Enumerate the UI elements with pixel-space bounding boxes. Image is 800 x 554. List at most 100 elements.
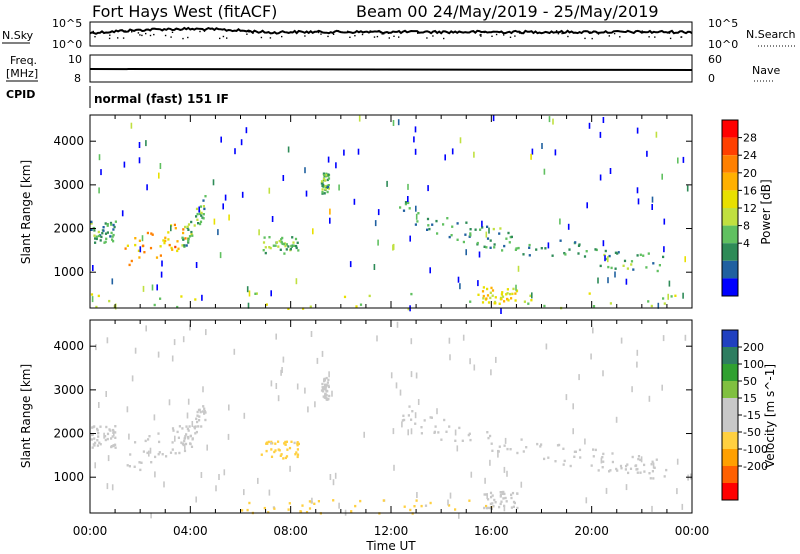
range-cell bbox=[290, 244, 293, 248]
speckle-cell bbox=[636, 361, 638, 368]
range-cell bbox=[112, 233, 115, 237]
colorbar-tick-label: -50 bbox=[743, 426, 761, 439]
range-cell bbox=[464, 233, 467, 236]
range-cell bbox=[469, 232, 472, 235]
speckle-cell bbox=[245, 127, 248, 134]
range-cell bbox=[433, 430, 436, 434]
colorbar-swatch bbox=[722, 120, 738, 138]
range-cell bbox=[520, 438, 523, 441]
colorbar-swatch bbox=[722, 466, 738, 483]
colorbar-swatch bbox=[722, 278, 738, 296]
range-cell bbox=[202, 405, 205, 408]
range-cell bbox=[110, 223, 113, 226]
speckle-cell bbox=[131, 375, 134, 382]
speckle-cell bbox=[271, 216, 274, 222]
range-cell bbox=[181, 244, 184, 247]
range-cell bbox=[597, 469, 600, 472]
search-noise-dot bbox=[222, 35, 225, 38]
range-cell bbox=[322, 390, 325, 393]
search-noise-dot bbox=[641, 30, 643, 32]
range-cell bbox=[94, 441, 97, 445]
velocity-colorbar: 200 100 50 15 -15 -50 -100 -200 bbox=[721, 329, 768, 501]
range-cell bbox=[270, 440, 273, 444]
range-cell bbox=[423, 419, 426, 422]
range-cell bbox=[287, 245, 290, 248]
colorbar-tick-label: 50 bbox=[743, 375, 757, 388]
range-cell bbox=[308, 500, 311, 503]
speckle-cell bbox=[615, 416, 618, 423]
range-cell bbox=[665, 468, 668, 472]
range-cell bbox=[197, 222, 200, 225]
range-cell bbox=[592, 455, 595, 458]
speckle-cell bbox=[186, 412, 189, 419]
range-cell bbox=[636, 471, 639, 474]
speckle-cell bbox=[282, 356, 285, 363]
range-cell bbox=[404, 202, 407, 206]
range-cell bbox=[456, 222, 459, 225]
velocity-heatmap bbox=[90, 321, 692, 519]
range-cell bbox=[309, 305, 312, 308]
search-noise-dot bbox=[514, 35, 516, 37]
speckle-cell bbox=[151, 284, 154, 291]
range-cell bbox=[601, 456, 604, 459]
range-cell bbox=[588, 292, 591, 295]
speckle-cell bbox=[316, 357, 319, 364]
speckle-cell bbox=[390, 372, 393, 379]
search-noise-dot bbox=[145, 32, 147, 35]
search-noise-dot bbox=[619, 36, 621, 38]
range-cell bbox=[652, 477, 655, 480]
range-cell bbox=[543, 457, 546, 461]
search-noise-dot bbox=[320, 33, 322, 35]
range-cell bbox=[592, 448, 595, 451]
range-cell bbox=[97, 435, 100, 438]
speckle-cell bbox=[145, 140, 147, 147]
colorbar-tick-label: 100 bbox=[743, 358, 764, 371]
range-cell bbox=[159, 297, 162, 300]
range-cell bbox=[183, 244, 186, 247]
range-cell bbox=[622, 264, 625, 267]
speckle-cell bbox=[332, 479, 335, 486]
range-cell bbox=[171, 427, 175, 430]
range-cell bbox=[269, 246, 272, 250]
speckle-cell bbox=[661, 173, 663, 180]
y-tick-label: 3000 bbox=[53, 383, 84, 397]
range-cell bbox=[267, 440, 270, 444]
speckle-cell bbox=[399, 389, 402, 396]
speckle-cell bbox=[111, 278, 114, 285]
search-noise-dot bbox=[522, 32, 524, 34]
range-cell bbox=[437, 431, 440, 434]
range-cell bbox=[296, 455, 299, 459]
speckle-cell bbox=[407, 183, 409, 190]
search-noise-dot bbox=[226, 37, 228, 39]
range-cell bbox=[183, 439, 186, 443]
range-cell bbox=[620, 467, 623, 470]
range-cell bbox=[608, 254, 611, 258]
range-cell bbox=[462, 240, 465, 244]
range-cell bbox=[289, 248, 292, 251]
range-cell bbox=[110, 437, 113, 440]
range-cell bbox=[95, 237, 98, 241]
range-cell bbox=[594, 448, 597, 452]
range-cell bbox=[95, 305, 98, 309]
speckle-cell bbox=[128, 433, 130, 440]
range-cell bbox=[501, 249, 504, 252]
range-cell bbox=[90, 438, 93, 441]
search-noise-dot bbox=[480, 33, 482, 36]
range-cell bbox=[602, 452, 605, 456]
time-tick-label: 00:00 bbox=[73, 524, 108, 538]
range-cell bbox=[602, 460, 605, 463]
range-cell bbox=[114, 220, 117, 223]
range-cell bbox=[141, 244, 144, 248]
range-cell bbox=[106, 223, 109, 226]
range-cell bbox=[540, 443, 543, 446]
range-cell bbox=[563, 459, 566, 463]
range-cell bbox=[98, 234, 101, 238]
range-cell bbox=[260, 453, 263, 456]
speckle-cell bbox=[357, 148, 360, 155]
range-cell bbox=[626, 463, 629, 466]
range-cell bbox=[105, 237, 108, 240]
search-noise-dot bbox=[94, 36, 96, 38]
range-cell bbox=[321, 191, 324, 194]
speckle-cell bbox=[410, 371, 413, 378]
range-cell bbox=[296, 453, 300, 456]
